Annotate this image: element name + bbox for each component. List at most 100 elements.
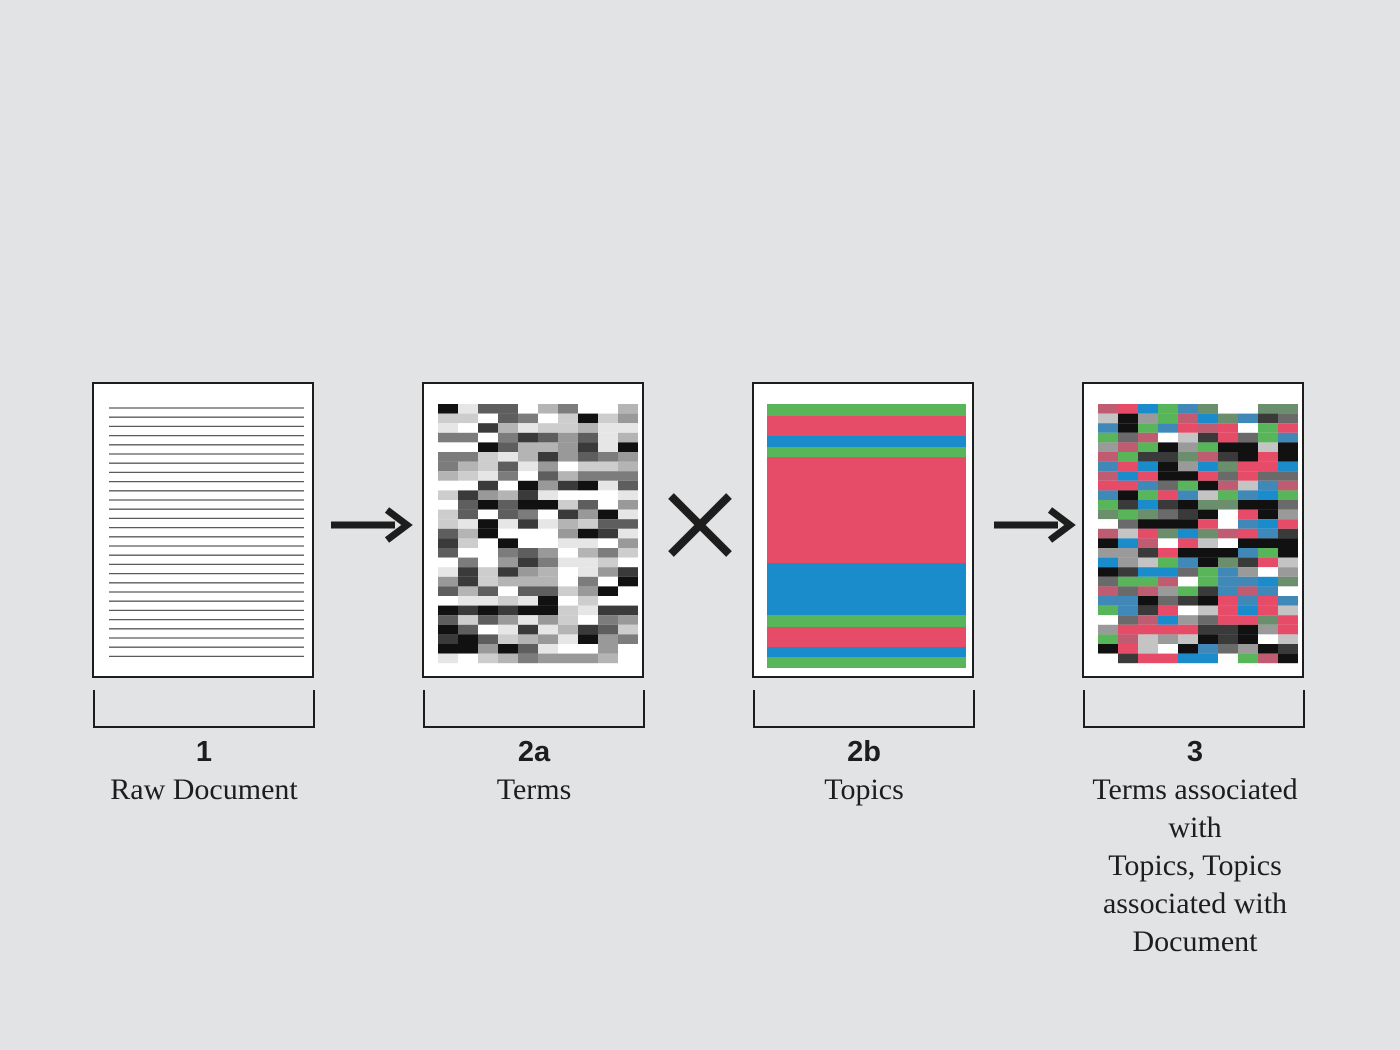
result-cell — [1278, 644, 1298, 654]
result-cell — [1258, 596, 1278, 606]
term-cell — [518, 413, 538, 424]
result-cell — [1098, 576, 1118, 587]
result-cell — [1178, 624, 1198, 635]
term-cell — [478, 528, 498, 539]
result-cell — [1118, 490, 1138, 500]
term-cell — [618, 404, 638, 414]
result-cell — [1158, 461, 1178, 472]
term-cell — [578, 557, 598, 568]
term-cell — [598, 634, 618, 644]
term-cell — [438, 567, 458, 577]
term-cell — [518, 509, 538, 520]
result-cell — [1258, 634, 1278, 644]
term-cell — [478, 413, 498, 424]
result-cell — [1098, 605, 1118, 616]
result-cell — [1158, 442, 1178, 452]
result-cell — [1258, 653, 1278, 664]
result-cell — [1138, 461, 1158, 472]
result-cell — [1178, 596, 1198, 606]
term-cell — [478, 605, 498, 616]
term-cell — [578, 404, 598, 414]
result-cell — [1178, 567, 1198, 577]
term-cell — [558, 413, 578, 424]
result-cell — [1178, 509, 1198, 520]
result-cell — [1278, 461, 1298, 472]
result-cell — [1118, 528, 1138, 539]
result-cell — [1178, 423, 1198, 433]
result-cell — [1198, 615, 1218, 625]
result-cell — [1258, 413, 1278, 424]
term-cell — [518, 538, 538, 548]
term-cell — [558, 596, 578, 606]
result-cell — [1218, 586, 1238, 596]
term-cell — [458, 509, 478, 520]
result-cell — [1178, 490, 1198, 500]
term-cell — [578, 605, 598, 616]
term-cell — [478, 432, 498, 443]
term-cell — [518, 442, 538, 452]
result-cell — [1118, 624, 1138, 635]
result-cell — [1218, 605, 1238, 616]
term-cell — [438, 471, 458, 481]
result-cell — [1238, 538, 1258, 548]
result-cell — [1098, 413, 1118, 424]
result-cell — [1238, 567, 1258, 577]
step-label: Terms — [496, 773, 572, 806]
term-cell — [498, 423, 518, 433]
term-cell — [578, 490, 598, 500]
result-cell — [1238, 624, 1258, 635]
term-cell — [538, 538, 558, 548]
term-cell — [478, 404, 498, 414]
result-cell — [1138, 423, 1158, 433]
term-cell — [438, 586, 458, 596]
result-cell — [1118, 471, 1138, 481]
result-cell — [1198, 596, 1218, 606]
result-cell — [1118, 423, 1138, 433]
result-cell — [1258, 461, 1278, 472]
result-cell — [1178, 605, 1198, 616]
result-cell — [1158, 634, 1178, 644]
term-cell — [598, 461, 618, 472]
term-cell — [498, 528, 518, 539]
term-cell — [558, 567, 578, 577]
result-cell — [1098, 480, 1118, 491]
result-cell — [1238, 605, 1258, 616]
result-cell — [1238, 432, 1258, 443]
result-cell — [1198, 634, 1218, 644]
term-cell — [498, 442, 518, 452]
result-cell — [1258, 404, 1278, 414]
result-cell — [1098, 653, 1118, 664]
term-cell — [458, 461, 478, 472]
result-cell — [1198, 653, 1218, 664]
term-cell — [458, 644, 478, 654]
result-cell — [1258, 480, 1278, 491]
term-cell — [538, 615, 558, 625]
term-cell — [618, 519, 638, 529]
result-cell — [1158, 432, 1178, 443]
term-cell — [598, 548, 618, 558]
step-label: Terms associated with Topics, Topics ass… — [1092, 773, 1298, 958]
term-cell — [598, 528, 618, 539]
result-cell — [1118, 413, 1138, 424]
term-cell — [478, 471, 498, 481]
result-cell — [1118, 461, 1138, 472]
term-cell — [518, 557, 538, 568]
result-cell — [1238, 452, 1258, 462]
topics-bands — [767, 404, 966, 668]
result-cell — [1278, 432, 1298, 443]
result-cell — [1158, 519, 1178, 529]
result-cell — [1258, 519, 1278, 529]
term-cell — [498, 519, 518, 529]
term-cell — [538, 471, 558, 481]
result-cell — [1178, 538, 1198, 548]
term-cell — [598, 605, 618, 616]
result-cell — [1258, 644, 1278, 654]
result-cell — [1158, 480, 1178, 491]
result-cell — [1118, 548, 1138, 558]
topic-band-pink — [767, 416, 966, 436]
result-cell — [1198, 404, 1218, 414]
term-cell — [458, 423, 478, 433]
result-cell — [1278, 596, 1298, 606]
terms-matrix — [438, 404, 638, 664]
caption-step-1: 1 Raw Document — [84, 734, 324, 809]
